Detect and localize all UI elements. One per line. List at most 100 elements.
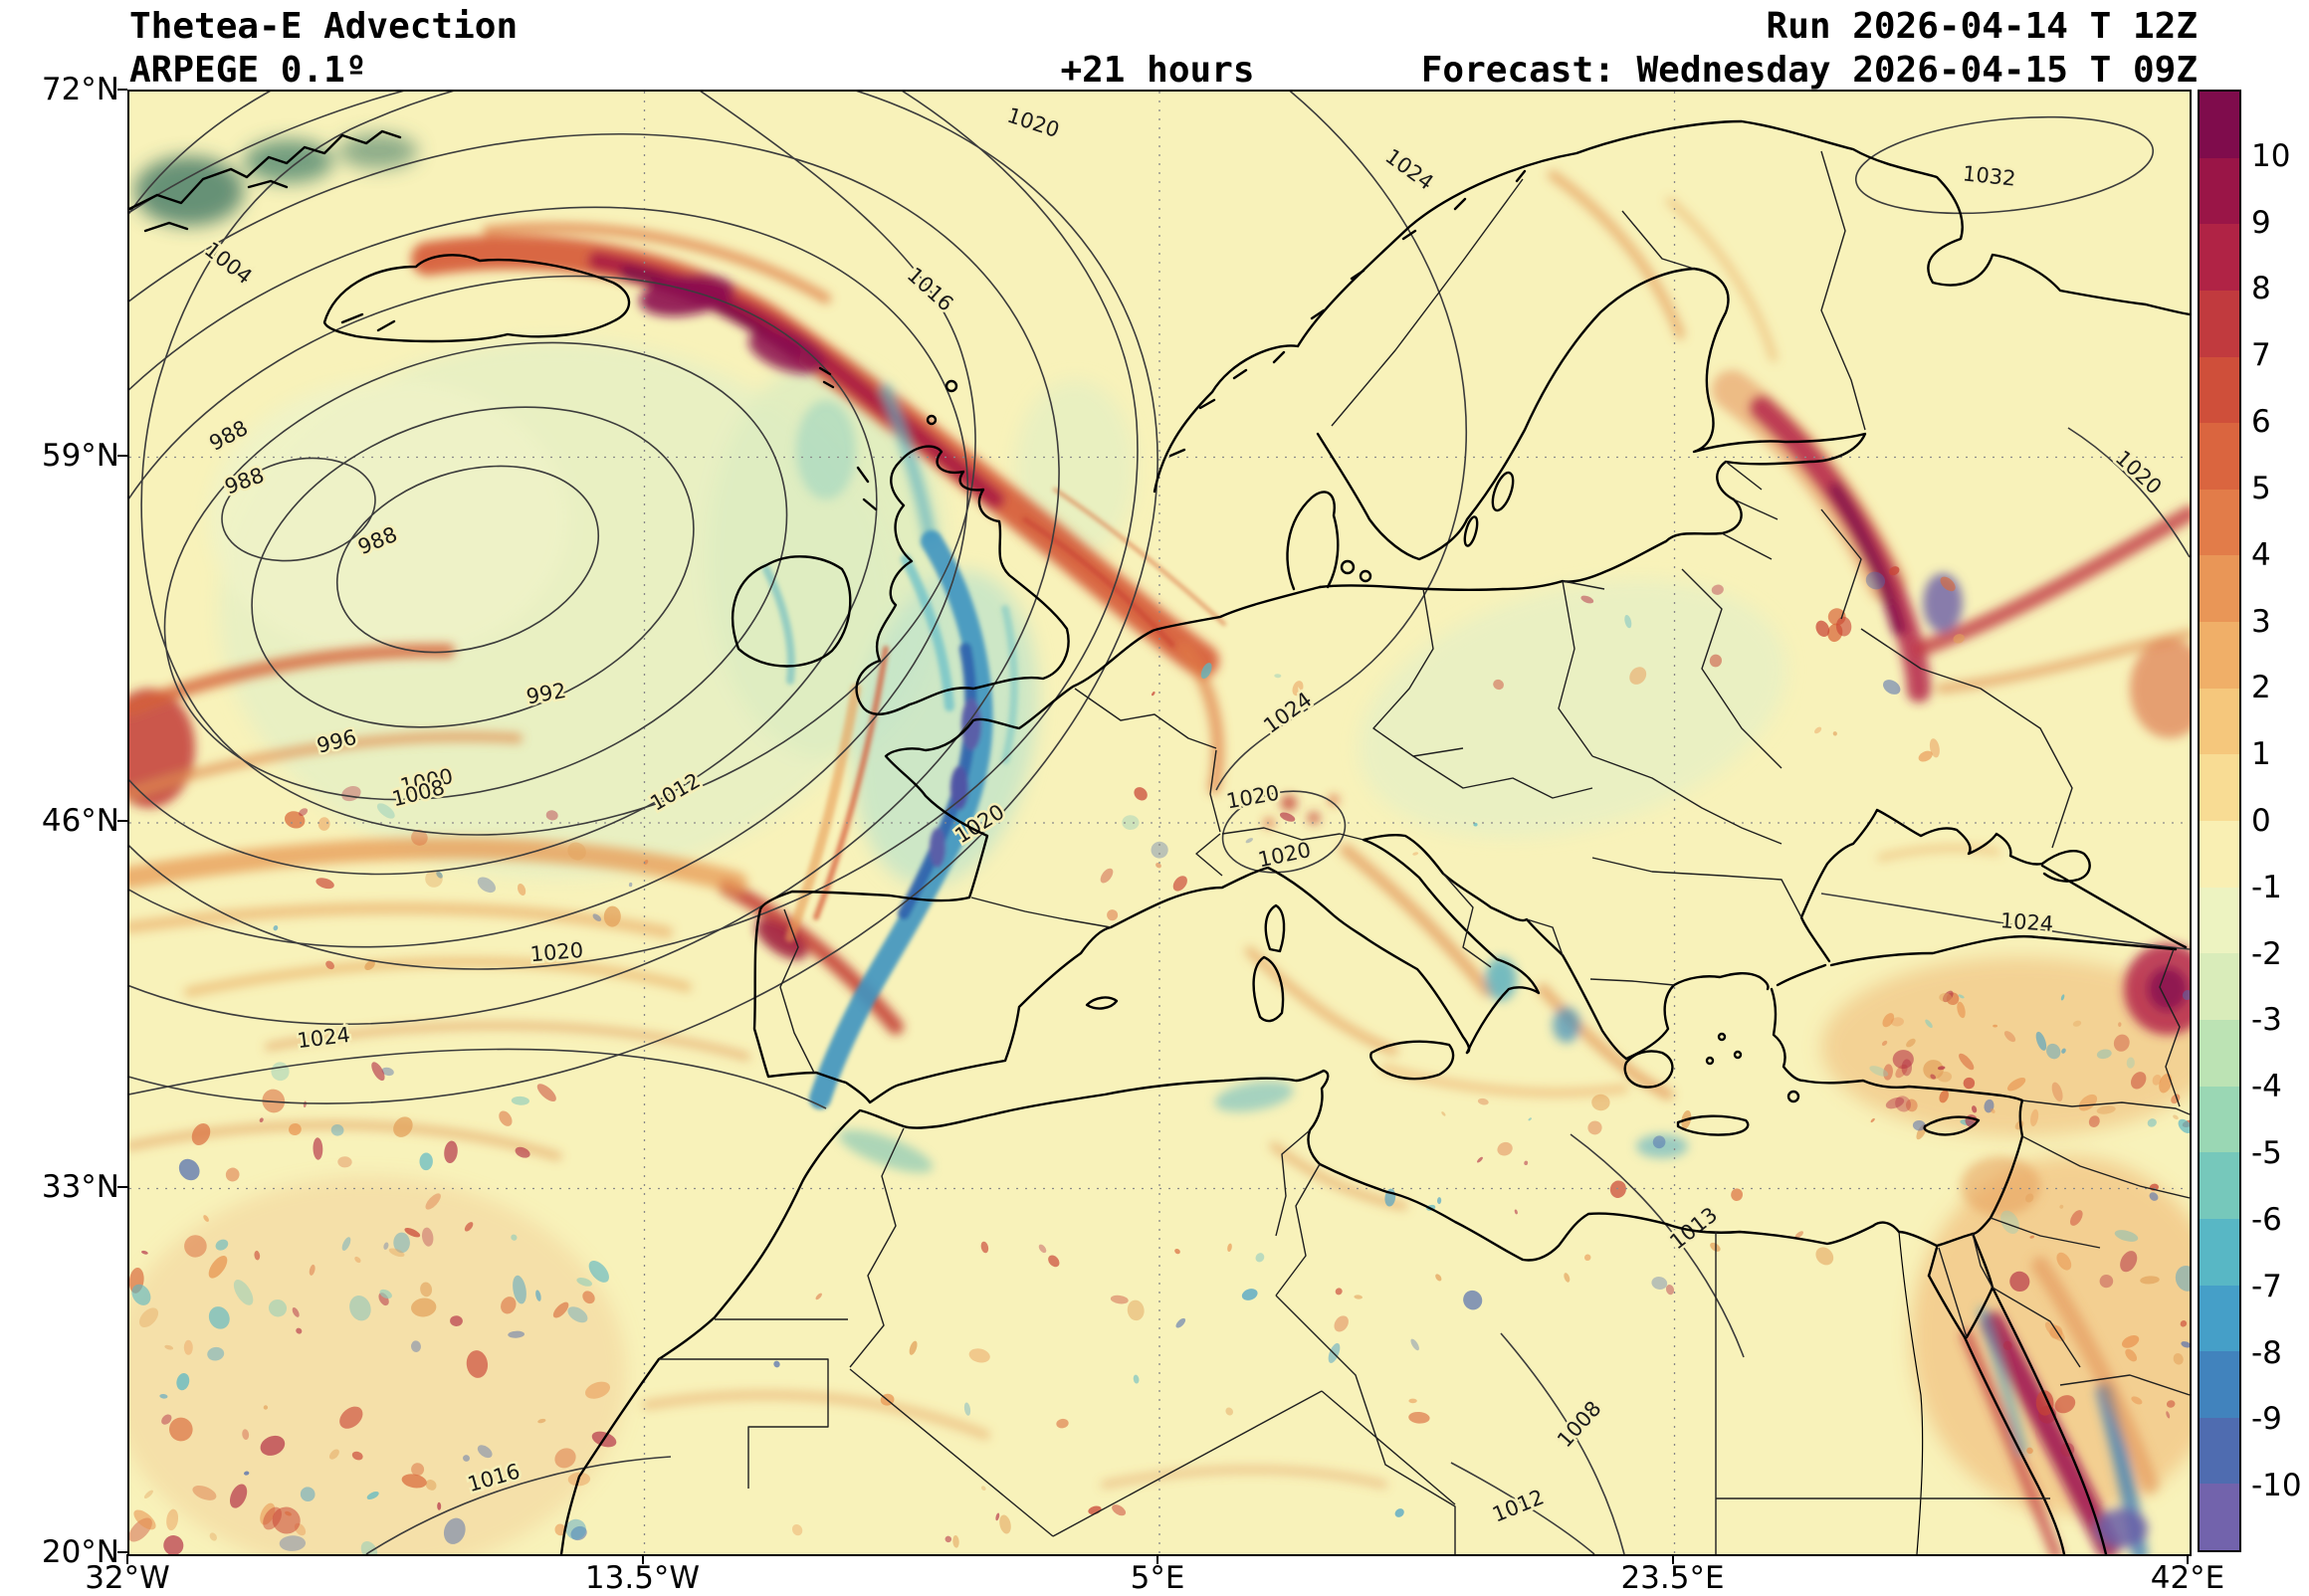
speckle-cell (1865, 571, 1886, 590)
speckle-cell (1925, 1019, 1933, 1029)
speckle-cell (444, 1140, 458, 1164)
speckle-cell (1939, 1090, 1949, 1103)
speckle-cell (2054, 1395, 2076, 1414)
colorbar-cell (2200, 887, 2239, 954)
speckle-cell (1497, 1141, 1513, 1156)
speckle-cell (1155, 863, 1161, 869)
speckle-cell (2118, 1022, 2122, 1027)
colorbar-tick-label: 8 (2251, 271, 2271, 307)
speckle-cell (1152, 691, 1155, 697)
speckle-cell (208, 1255, 228, 1279)
speckle-cell (1609, 1180, 1626, 1198)
speckle-cell (576, 1278, 592, 1287)
speckle-cell (1394, 1508, 1404, 1517)
speckle-cell (131, 1284, 151, 1305)
speckle-cell (225, 1167, 240, 1182)
speckle-cell (1408, 1398, 1417, 1404)
speckle-cell (437, 1501, 442, 1510)
speckle-cell (2035, 1390, 2054, 1416)
speckle-cell (300, 1487, 315, 1502)
speckle-cell (339, 1406, 363, 1429)
colorbar-tick-label: 2 (2251, 670, 2271, 706)
speckle-cell (351, 1451, 363, 1461)
colorbar-tick-label: 5 (2251, 470, 2271, 506)
speckle-cell (995, 1512, 1000, 1521)
speckle-cell (285, 1510, 292, 1516)
lead-time-label: +21 hours (1060, 50, 1255, 91)
colorbar-cell (2200, 1086, 2239, 1153)
speckle-cell (513, 1275, 526, 1304)
speckle-cell (1580, 595, 1594, 604)
speckle-cell (2175, 1266, 2190, 1292)
run-label: Run 2026-04-14 T 12Z (1766, 6, 2198, 47)
speckle-cell (1990, 1107, 1995, 1113)
colorbar-tick-label: -5 (2251, 1135, 2282, 1172)
speckle-cell (2072, 1020, 2082, 1027)
speckle-cell (1958, 994, 1965, 999)
y-tick-label: 72°N (41, 72, 119, 107)
speckle-cell (565, 1518, 586, 1540)
speckle-cell (215, 1239, 229, 1251)
speckle-cell (570, 1525, 587, 1541)
speckle-cell (450, 1315, 463, 1327)
speckle-cell (244, 1471, 250, 1476)
speckle-cell (1335, 1288, 1343, 1296)
speckle-cell (1122, 815, 1140, 831)
speckle-cell (292, 1306, 300, 1317)
speckle-cell (2026, 1447, 2033, 1455)
speckle-cell (2051, 1082, 2063, 1102)
speckle-cell (511, 1096, 529, 1105)
speckle-cell (980, 1241, 989, 1254)
graticule-gridlines (129, 92, 2190, 1554)
x-tick-label: 13.5°W (584, 1560, 701, 1596)
colorbar-cell (2200, 423, 2239, 490)
speckle-cell (1709, 654, 1723, 668)
speckle-cell (2149, 1192, 2159, 1201)
speckle-cell (1731, 1188, 1744, 1201)
speckle-cell (1587, 1120, 1602, 1135)
speckle-cell (2056, 1252, 2072, 1271)
speckle-cell (268, 1298, 288, 1317)
speckle-cell (376, 803, 395, 819)
speckle-cell (419, 1152, 433, 1171)
speckle-cell (313, 1137, 323, 1160)
speckle-cell (567, 1306, 588, 1323)
speckle-cell (1134, 787, 1148, 801)
speckle-cell (1410, 1338, 1419, 1351)
speckle-cell (337, 1156, 352, 1168)
speckle-cell (289, 1122, 302, 1136)
colorbar-cell (2200, 489, 2239, 556)
speckle-cell (233, 1280, 254, 1305)
speckle-cell (1665, 1284, 1675, 1296)
speckle-cell (815, 1293, 822, 1300)
colorbar-tick-label: -4 (2251, 1069, 2282, 1105)
speckle-cell (2125, 1348, 2138, 1362)
speckle-cell (463, 1455, 470, 1462)
colorbar-cell (2200, 1351, 2239, 1418)
colorbar-tick-label: -8 (2251, 1334, 2282, 1371)
colorbar-tick-label: 10 (2251, 137, 2291, 174)
speckle-cell (1200, 663, 1212, 680)
coastlines (129, 119, 2190, 1554)
speckle-cell (421, 1227, 434, 1247)
speckle-cell (511, 1234, 518, 1241)
map-plot-area: 1004 988 988 988 992 996 1000 1008 1012 1016 1020 1… (127, 90, 2192, 1556)
speckle-cell (284, 811, 306, 829)
isobar-label: 1024 (1999, 908, 2054, 936)
speckle-cell (203, 1215, 209, 1222)
speckle-cell (168, 1417, 193, 1442)
speckle-cell (477, 1445, 493, 1459)
speckle-cell (2000, 1210, 2019, 1235)
speckle-cell (161, 1414, 172, 1425)
speckle-cell (209, 1532, 217, 1541)
speckle-cell (980, 1486, 986, 1492)
speckle-cell (260, 1502, 276, 1525)
speckle-cell (584, 1381, 611, 1399)
speckle-cell (401, 1474, 427, 1489)
speckle-cell (554, 1448, 576, 1469)
chart-title: Thetea-E Advection (129, 6, 519, 47)
x-tick-label: 23.5°E (1620, 1560, 1725, 1596)
speckle-cell (2061, 1048, 2066, 1054)
colorbar-tick-label: 6 (2251, 404, 2271, 441)
advection-speckles (129, 566, 2190, 1554)
